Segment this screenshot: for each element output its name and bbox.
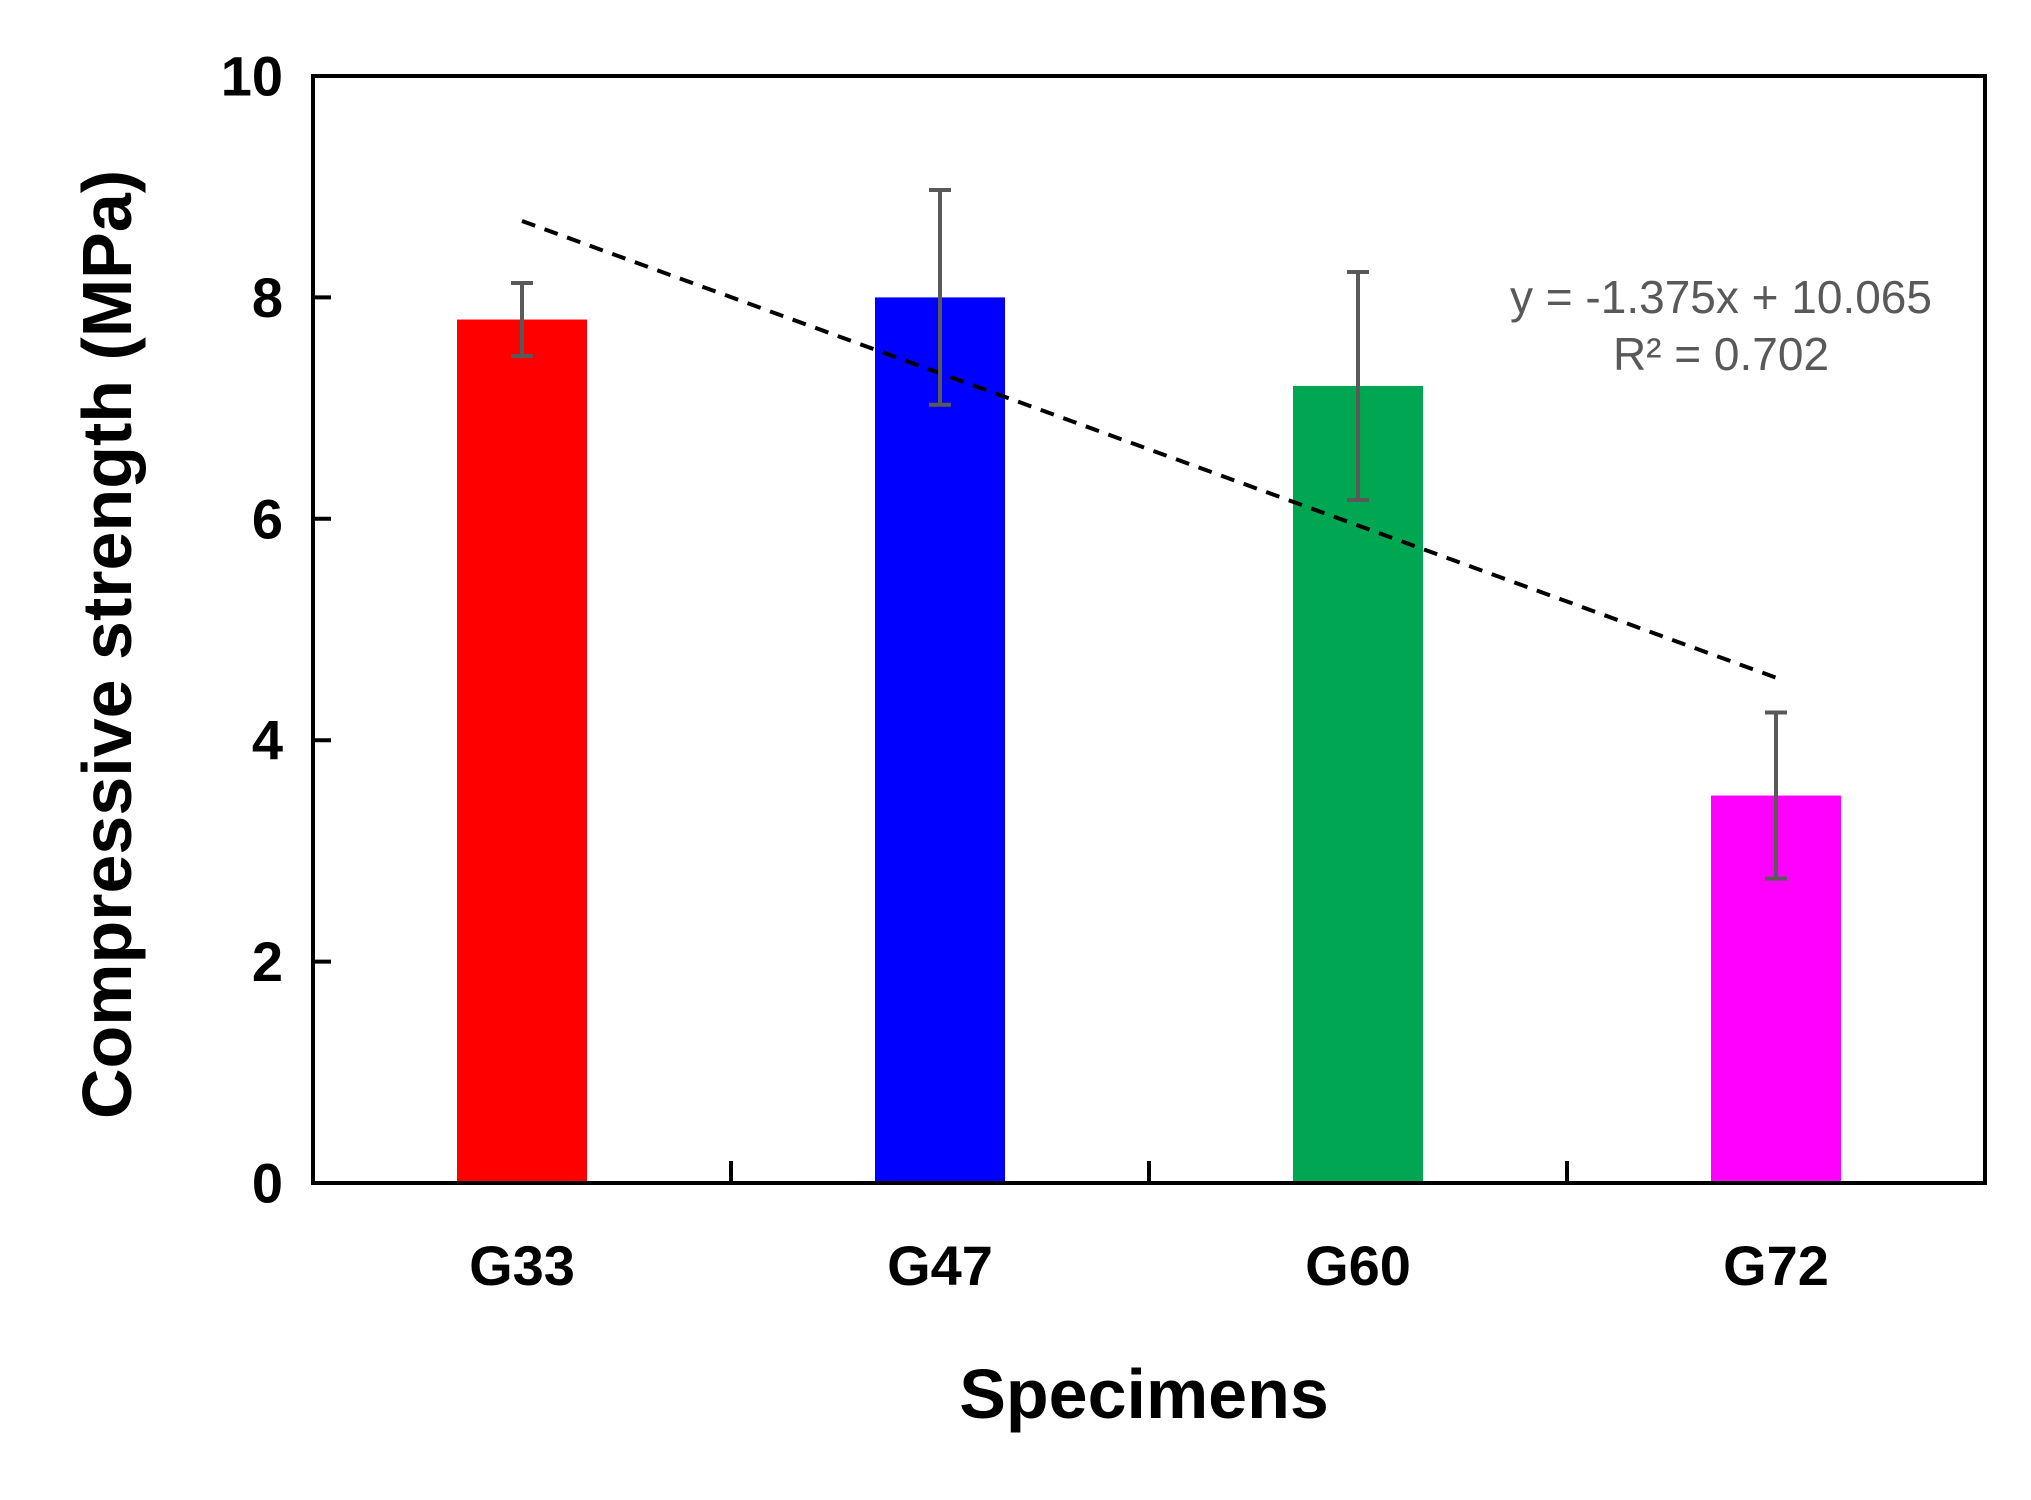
x-axis: G33 G47 G60 G72: [469, 1161, 1829, 1297]
y-tick-label: 10: [221, 45, 283, 108]
x-tick-label-g72: G72: [1723, 1234, 1829, 1297]
error-bar-g60: [1347, 269, 1369, 502]
y-tick-label: 6: [252, 487, 283, 550]
chart-marks: [457, 188, 1841, 1184]
y-tick-label: 2: [252, 930, 283, 993]
trendline-equation: y = -1.375x + 10.065: [1510, 271, 1932, 323]
trendline: [521, 219, 1777, 680]
bar-g47: [875, 297, 1005, 1183]
y-axis: 0 2 4 6 8 10: [221, 45, 331, 1215]
trendline-r-squared: R² = 0.702: [1613, 328, 1829, 380]
x-axis-title: Specimens: [959, 1355, 1329, 1433]
y-axis-title: Compressive strength (MPa): [68, 170, 146, 1119]
error-bar-g47: [929, 188, 951, 407]
x-tick-label-g60: G60: [1305, 1234, 1411, 1297]
y-tick-label: 4: [252, 709, 283, 772]
y-tick-label: 0: [252, 1152, 283, 1215]
y-tick-label: 8: [252, 266, 283, 329]
bar-g33: [457, 319, 587, 1183]
bar-g60: [1293, 385, 1423, 1184]
x-tick-label-g33: G33: [469, 1234, 575, 1297]
error-bar-g72: [1765, 710, 1787, 881]
x-tick-label-g47: G47: [887, 1234, 993, 1297]
error-bar-g33: [511, 281, 533, 359]
